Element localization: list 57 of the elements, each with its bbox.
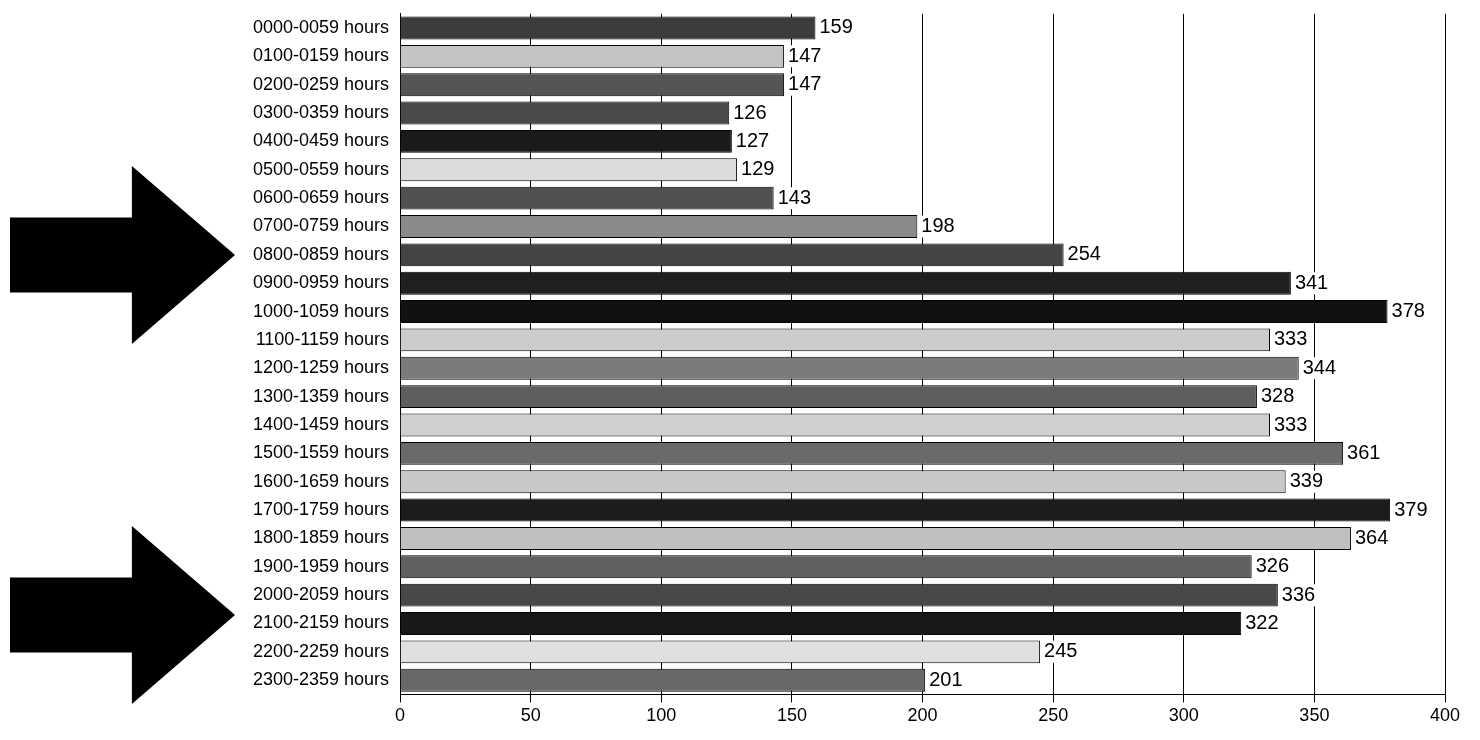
y-tick-label: 1800-1859 hours xyxy=(253,527,390,548)
data-label: 143 xyxy=(777,185,812,208)
y-tick-label: 1000-1059 hours xyxy=(253,300,390,321)
y-tick-label: 1600-1659 hours xyxy=(253,470,390,491)
y-tick-label: 1500-1559 hours xyxy=(253,442,390,463)
data-label: 322 xyxy=(1245,611,1279,634)
y-tick-label: 0300-0359 hours xyxy=(253,102,390,123)
y-tick-label: 0500-0559 hours xyxy=(253,158,390,179)
y-tick-label: 0200-0259 hours xyxy=(253,73,390,94)
y-tick-label: 0400-0459 hours xyxy=(253,130,390,151)
data-label: 159 xyxy=(819,15,853,38)
data-label: 341 xyxy=(1294,270,1329,293)
x-tick-label: 50 xyxy=(520,705,541,726)
data-label: 147 xyxy=(788,72,822,95)
data-label: 344 xyxy=(1302,355,1337,378)
y-tick-label: 1200-1259 hours xyxy=(253,357,390,378)
y-tick-label: 2300-2359 hours xyxy=(253,669,390,690)
data-label: 339 xyxy=(1289,469,1324,492)
y-tick-label: 2100-2159 hours xyxy=(253,612,390,633)
data-label: 245 xyxy=(1044,639,1078,662)
x-tick-label: 400 xyxy=(1429,705,1461,726)
y-tick-label: 1400-1459 hours xyxy=(253,413,390,434)
y-tick-label: 1100-1159 hours xyxy=(255,328,390,349)
y-tick-label: 1300-1359 hours xyxy=(253,385,390,406)
x-tick-label: 150 xyxy=(776,705,807,726)
data-label: 378 xyxy=(1391,299,1425,322)
data-label: 126 xyxy=(733,100,767,123)
y-tick-label: 0600-0659 hours xyxy=(253,187,390,208)
data-label: 333 xyxy=(1273,412,1308,435)
data-label: 254 xyxy=(1067,242,1101,265)
data-label: 326 xyxy=(1255,554,1290,577)
data-label: 333 xyxy=(1273,327,1308,350)
y-tick-label: 2200-2259 hours xyxy=(253,640,390,661)
x-tick-label: 100 xyxy=(646,705,677,726)
y-tick-label: 1700-1759 hours xyxy=(253,499,390,520)
data-label: 379 xyxy=(1394,497,1428,520)
y-tick-label: 0900-0959 hours xyxy=(253,272,390,293)
data-label: 127 xyxy=(735,128,770,151)
y-tick-label: 0800-0859 hours xyxy=(253,243,390,264)
y-tick-label: 2000-2059 hours xyxy=(253,584,390,605)
data-label: 328 xyxy=(1260,384,1295,407)
data-label: 201 xyxy=(929,667,963,690)
y-tick-label: 0100-0159 hours xyxy=(253,45,390,66)
data-label: 147 xyxy=(788,43,822,66)
x-tick-label: 300 xyxy=(1168,705,1199,726)
y-tick-label: 1900-1959 hours xyxy=(253,555,390,576)
data-label: 361 xyxy=(1347,440,1381,463)
data-label: 336 xyxy=(1281,582,1316,605)
data-label: 364 xyxy=(1354,525,1389,548)
x-tick-label: 0 xyxy=(395,705,406,726)
y-tick-label: 0000-0059 hours xyxy=(253,16,390,37)
x-tick-label: 250 xyxy=(1038,705,1069,726)
data-label: 198 xyxy=(921,214,955,236)
y-tick-label: 0700-0759 hours xyxy=(253,215,390,236)
x-tick-label: 350 xyxy=(1299,705,1330,726)
data-label: 129 xyxy=(741,157,775,180)
x-tick-label: 200 xyxy=(907,705,938,726)
